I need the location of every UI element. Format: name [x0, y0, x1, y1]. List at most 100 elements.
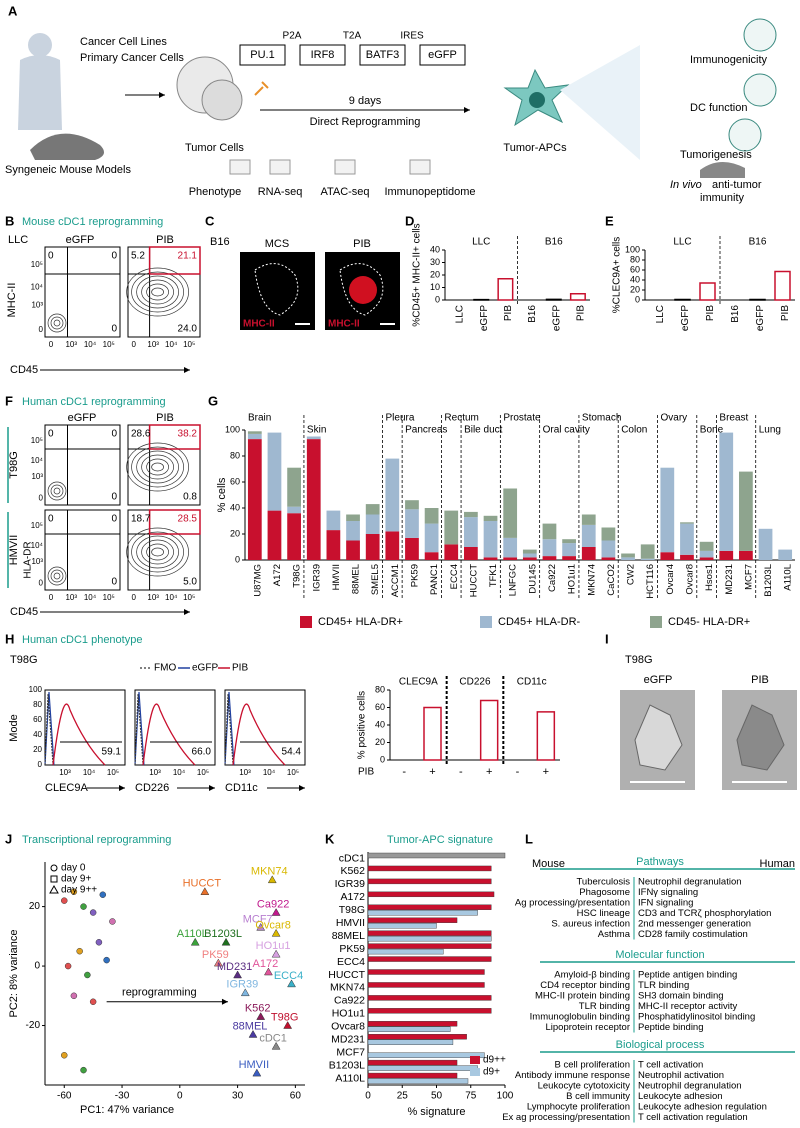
tissue-label: Ovary: [661, 413, 688, 424]
x-tick-label: IGR39: [311, 564, 322, 591]
contour: [131, 531, 184, 573]
term: Lipoprotein receptor: [546, 1022, 631, 1033]
micrograph: [240, 252, 315, 330]
bar-segment: [542, 539, 557, 557]
construct-box: [359, 44, 406, 66]
bar-segment: [758, 528, 773, 560]
label: 66.0: [192, 747, 212, 758]
gate-highlight: [148, 424, 201, 450]
bar-segment: [680, 554, 694, 560]
legend-label: day 9++: [61, 885, 97, 896]
outcome-icon: [728, 118, 762, 152]
point: [213, 958, 223, 967]
panel-letter: G: [208, 393, 218, 408]
point-label: ECC4: [274, 970, 303, 982]
tick-label: 0: [365, 1091, 371, 1102]
tick-label: 10⁴: [83, 768, 96, 777]
contour: [47, 481, 67, 501]
cell-outline: [339, 263, 384, 316]
label: anti-tumor: [712, 179, 762, 191]
label: CD45: [10, 364, 38, 376]
bar-segment: [326, 510, 341, 531]
bar-segment: [699, 557, 714, 560]
tick-label: 60: [630, 264, 640, 274]
legend-marker: [49, 884, 59, 894]
label: CD226: [135, 782, 169, 794]
tick-label: 10³: [59, 768, 71, 777]
tick-label: 10⁴: [31, 283, 44, 292]
gate-highlight: [148, 509, 201, 535]
section-title: Pathways: [636, 856, 684, 868]
tick-label: 0: [39, 494, 44, 503]
tick-label: 0: [132, 340, 137, 349]
bar-segment: [640, 544, 655, 559]
tick-label: 0: [49, 340, 54, 349]
bar: [367, 995, 492, 1001]
bar: [367, 923, 437, 929]
x-tick-label: HUCCT: [468, 564, 479, 597]
x-tick-label: HCT116: [645, 564, 656, 599]
x-tick-label: B16: [730, 305, 741, 323]
label: BATF3: [366, 49, 399, 61]
tick-label: 20: [29, 901, 41, 912]
tick-label: 30: [430, 257, 440, 267]
bar-segment: [542, 523, 557, 540]
tick-label: 0: [435, 294, 440, 304]
point-label: PK59: [202, 949, 229, 961]
gate-highlight: [148, 246, 201, 275]
point-label: HO1u1: [256, 940, 291, 952]
y-tick-label: MD231: [331, 1033, 365, 1045]
x-tick-label: eGFP: [680, 305, 691, 331]
bar: [569, 293, 586, 301]
legend-label: day 0: [61, 863, 86, 874]
tick-label: 20: [230, 528, 240, 538]
tick-label: 10⁵: [31, 436, 43, 445]
label: MHC-II: [243, 319, 275, 330]
bar: [367, 1078, 469, 1084]
label: B16: [210, 236, 230, 248]
term: T cell activation regulation: [638, 1112, 748, 1123]
x-tick-label: +: [429, 766, 435, 778]
x-tick-label: CW2: [626, 564, 637, 585]
arrow-head: [119, 785, 125, 791]
label: Human: [760, 858, 795, 870]
stain: [349, 276, 377, 304]
tick-label: 100: [225, 424, 240, 434]
y-tick-label: B1203L: [329, 1059, 365, 1071]
bar: [423, 706, 442, 761]
point: [200, 887, 210, 895]
tissue-label: Skin: [307, 425, 326, 436]
flow-plot: [44, 509, 121, 591]
bar-segment: [581, 524, 596, 547]
y-tick-label: A110L: [335, 1072, 365, 1084]
tissue-label: Rectum: [444, 413, 478, 424]
label: 0: [111, 251, 117, 262]
point-label: K562: [245, 1003, 271, 1015]
contour: [131, 271, 184, 313]
tissue-label: Bile duct: [464, 425, 503, 436]
tick-label: 75: [465, 1091, 477, 1102]
bar-segment: [522, 557, 537, 560]
cell-shape: [736, 704, 785, 771]
flow-plot: [44, 424, 121, 506]
contour: [50, 484, 64, 498]
label: P2A: [283, 31, 302, 42]
bar: [367, 910, 478, 916]
tick-label: 10⁴: [165, 593, 178, 602]
label: 0: [111, 492, 117, 503]
tick-label: 10³: [31, 557, 43, 566]
tick-label: 10⁴: [84, 340, 97, 349]
virus-icon: [254, 81, 269, 96]
label: CD11c: [225, 782, 258, 794]
bar-segment: [365, 514, 380, 534]
tick-label: 40: [430, 244, 440, 254]
x-tick-label: B1203L: [763, 564, 774, 597]
term: IFN signaling: [638, 898, 693, 909]
cell-outline: [254, 263, 299, 316]
label: LLC: [8, 234, 28, 246]
label: In vivo: [670, 179, 702, 191]
bar-segment: [247, 439, 262, 560]
tissue-label: Stomach: [582, 413, 621, 424]
point: [84, 971, 91, 979]
term: Ex ag processing/presentation: [502, 1112, 630, 1123]
